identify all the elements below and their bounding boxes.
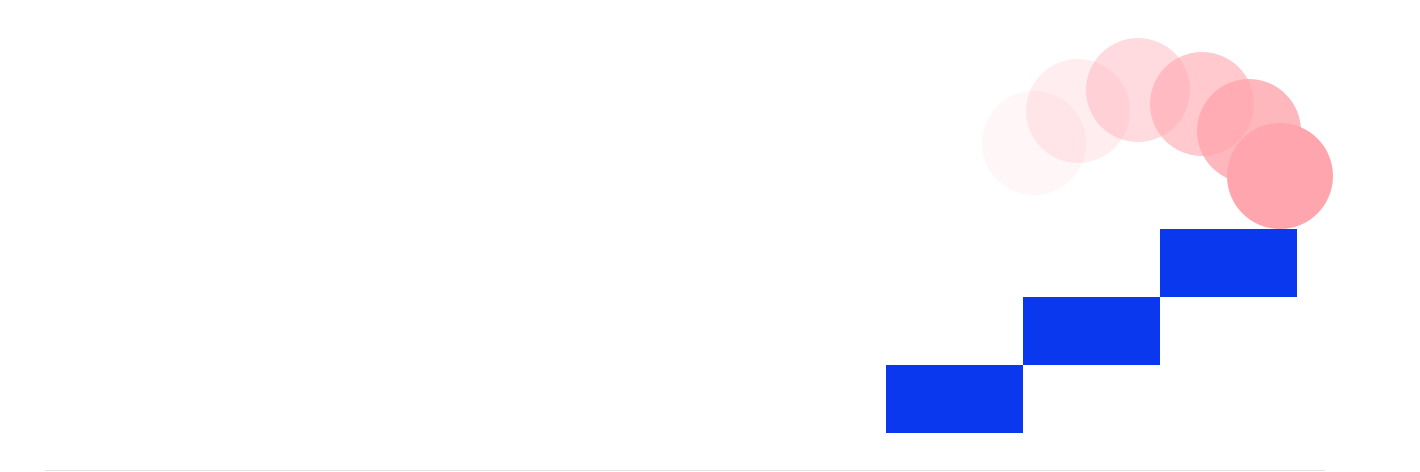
ball-circle <box>1227 123 1333 229</box>
ball-trail-circle-1 <box>982 91 1086 195</box>
stair-step-3 <box>1160 229 1297 297</box>
stair-step-2 <box>1023 297 1160 365</box>
stair-step-1 <box>886 365 1023 433</box>
ball-trail <box>982 38 1333 229</box>
ball-trail-circle-2 <box>1026 59 1130 163</box>
bottom-divider <box>45 470 1325 471</box>
stairs <box>886 229 1297 433</box>
